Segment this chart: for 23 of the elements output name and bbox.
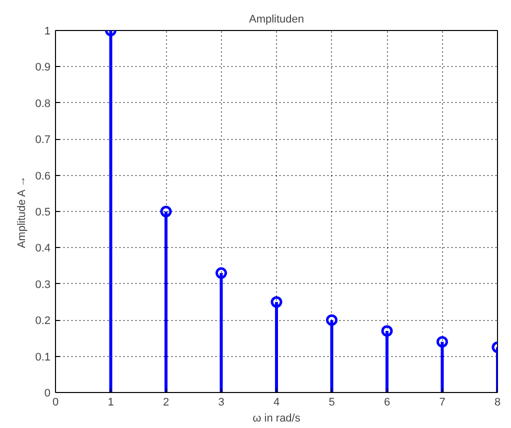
x-tick-label: 0	[52, 396, 59, 408]
x-tick-label: 3	[218, 396, 224, 408]
x-tick-label: 5	[328, 396, 335, 408]
y-tick-label: 0.9	[35, 62, 51, 74]
y-tick-label: 0.3	[35, 278, 51, 291]
x-tick-label: 1	[108, 396, 114, 408]
y-tick-label: 0.6	[35, 170, 51, 182]
x-tick-label: 7	[439, 396, 446, 408]
x-tick-label: 8	[494, 396, 501, 408]
y-tick-label: 0.8	[35, 98, 51, 110]
x-axis-title: ω in rad/s	[252, 412, 301, 424]
y-tick-label: 0	[44, 388, 51, 400]
y-tick-label: 0.2	[35, 315, 51, 328]
y-tick-label: 1	[44, 26, 51, 38]
x-tick-label: 6	[384, 396, 390, 408]
y-axis-title: Amplitude A →	[16, 176, 28, 248]
chart-title: Amplituden	[248, 14, 304, 26]
x-tick-label: 4	[273, 396, 280, 408]
y-tick-label: 0.4	[35, 242, 51, 255]
y-tick-label: 0.5	[35, 206, 51, 218]
x-tick-label: 2	[162, 396, 170, 408]
y-tick-label: 0.1	[35, 351, 51, 364]
y-tick-label: 0.7	[35, 134, 51, 146]
